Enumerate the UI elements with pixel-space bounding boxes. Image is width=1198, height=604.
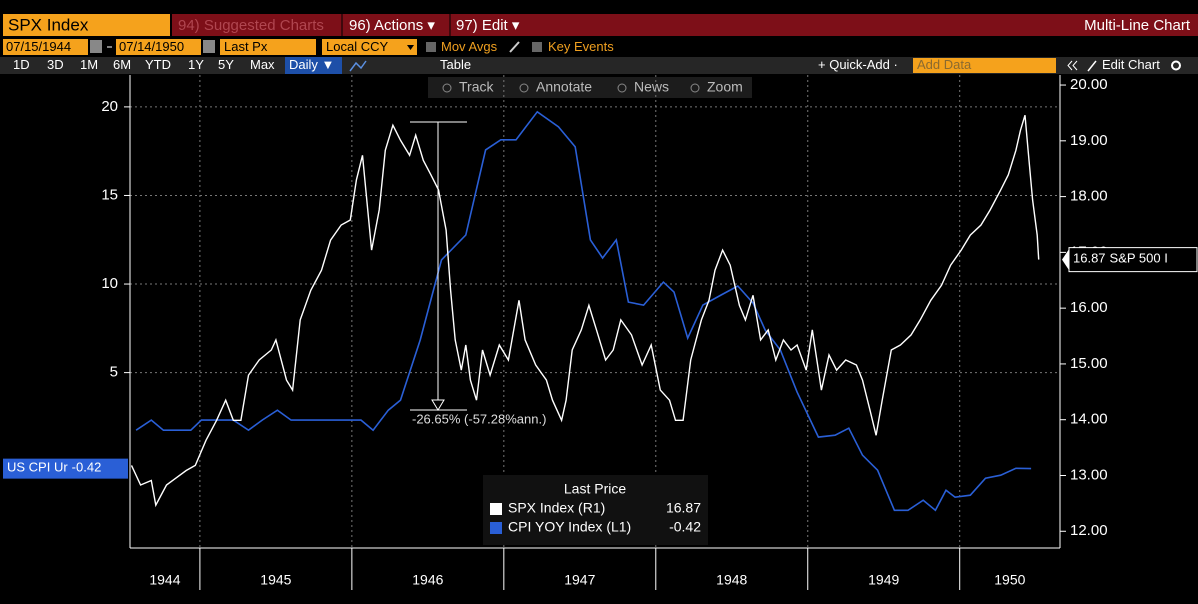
range-button[interactable]: 5Y <box>218 57 234 72</box>
legend-label: SPX Index (R1) <box>508 500 605 516</box>
y-tick-label: 15 <box>101 186 118 203</box>
collapse-icon[interactable] <box>1067 60 1078 71</box>
y2-tick-label: 20.00 <box>1070 76 1108 93</box>
legend-label: CPI YOY Index (L1) <box>508 519 631 535</box>
add-data-box[interactable] <box>913 58 1056 73</box>
currency[interactable]: Local CCY <box>326 39 388 54</box>
frequency[interactable]: Daily ▼ <box>289 57 334 72</box>
calendar-icon[interactable] <box>203 40 215 53</box>
pencil-icon[interactable] <box>1087 60 1097 72</box>
x-tick-label: 1946 <box>412 572 443 588</box>
tool-button[interactable]: Annotate <box>536 79 592 95</box>
y2-tick-label: 13.00 <box>1070 466 1108 483</box>
x-tick-label: 1949 <box>868 572 899 588</box>
plot: 510152012.0013.0014.0015.0016.0017.0018.… <box>101 75 1108 590</box>
y2-tick-label: 16.00 <box>1070 299 1108 316</box>
end-label: US CPI Ur -0.42 <box>7 460 101 475</box>
tool-icon[interactable] <box>519 83 529 93</box>
tool-button[interactable]: News <box>634 79 669 95</box>
field[interactable]: Last Px <box>224 39 268 54</box>
frequency-box[interactable] <box>285 57 342 74</box>
legend-box <box>483 475 708 545</box>
add-data[interactable]: Add Data <box>917 57 972 72</box>
currency-box[interactable] <box>322 39 417 55</box>
y2-tick-label: 15.00 <box>1070 355 1108 372</box>
ticker[interactable]: SPX Index <box>8 15 89 34</box>
end-label-value: 16.87 <box>1073 251 1106 266</box>
end-label-box <box>1068 247 1198 273</box>
dropdown-arrow[interactable] <box>407 45 414 50</box>
quick-add[interactable]: + Quick-Add · <box>818 57 898 72</box>
chart-tools <box>428 77 752 98</box>
table-button[interactable]: Table <box>440 57 471 72</box>
x-tick-label: 1945 <box>260 572 291 588</box>
menu-bar <box>172 14 1198 36</box>
key-events[interactable]: Key Events <box>548 39 614 54</box>
end-label-value: -0.42 <box>72 460 102 475</box>
end-label-box <box>3 458 128 479</box>
start-date[interactable]: 07/15/1944 <box>6 39 71 54</box>
range-buttons: 1D 3D 1M 6M YTD 1Y 5Y Max <box>13 57 275 72</box>
end-date-box[interactable] <box>116 39 201 55</box>
legend-value: 16.87 <box>666 500 701 516</box>
range-button[interactable]: Max <box>250 57 275 72</box>
tool-icon[interactable] <box>617 83 627 93</box>
x-tick-label: 1948 <box>716 572 747 588</box>
legend-swatch <box>490 503 502 515</box>
series-line <box>135 110 1032 512</box>
y-tick-label: 10 <box>101 275 118 292</box>
range-button[interactable]: 1M <box>80 57 98 72</box>
y2-tick-label: 12.00 <box>1070 522 1108 539</box>
calendar-icon[interactable] <box>90 40 102 53</box>
edit-menu[interactable]: 97) Edit ▾ <box>456 17 520 34</box>
legend-swatch <box>490 522 502 534</box>
checkbox[interactable] <box>426 42 436 52</box>
end-label-name: S&P 500 I <box>1110 251 1168 266</box>
x-tick-label: 1950 <box>994 572 1025 588</box>
range-button[interactable]: 1D <box>13 57 30 72</box>
range-button[interactable]: 3D <box>47 57 64 72</box>
annotation-arrow <box>431 399 445 411</box>
mov-avgs[interactable]: Mov Avgs <box>441 39 498 54</box>
annotation-text: -26.65% (-57.28%ann.) <box>412 411 546 426</box>
ticker-box[interactable] <box>3 14 170 36</box>
actions-menu[interactable]: 96) Actions ▾ <box>349 17 435 34</box>
tool-button[interactable]: Track <box>459 79 494 95</box>
tool-buttons: Track Annotate News Zoom <box>442 79 743 95</box>
end-date[interactable]: 07/14/1950 <box>119 39 184 54</box>
settings-icon[interactable] <box>1171 60 1181 71</box>
edit-chart[interactable]: Edit Chart <box>1102 57 1160 72</box>
suggested-charts[interactable]: 94) Suggested Charts <box>178 17 324 34</box>
end-label-name: US CPI Ur <box>7 460 68 475</box>
y2-tick-label: 14.00 <box>1070 411 1108 428</box>
y2-tick-label: 19.00 <box>1070 132 1108 149</box>
range-button[interactable]: YTD <box>145 57 171 72</box>
end-label: 16.87 S&P 500 I <box>1073 251 1168 266</box>
tool-button[interactable]: Zoom <box>707 79 743 95</box>
pencil-icon[interactable] <box>509 41 520 53</box>
drawdown-annotation: -26.65% (-57.28%ann.) <box>410 121 546 426</box>
series-line <box>130 114 1040 508</box>
y-tick-label: 20 <box>101 98 118 115</box>
tool-icon[interactable] <box>442 83 452 93</box>
chart-kind: Multi-Line Chart <box>1084 17 1191 34</box>
range-button[interactable]: 1Y <box>188 57 204 72</box>
line-icon[interactable] <box>349 60 367 72</box>
x-tick-label: 1944 <box>149 572 180 588</box>
end-label-pointer <box>1062 247 1070 272</box>
checkbox[interactable] <box>532 42 542 52</box>
range-button[interactable]: 6M <box>113 57 131 72</box>
legend-value: -0.42 <box>669 519 701 535</box>
tool-icon[interactable] <box>690 83 700 93</box>
start-date-box[interactable] <box>3 39 88 55</box>
x-tick-label: 1947 <box>564 572 595 588</box>
y-tick-label: 5 <box>110 364 118 381</box>
y2-tick-label: 18.00 <box>1070 188 1108 205</box>
field-box[interactable] <box>220 39 316 55</box>
legend-title: Last Price <box>564 481 626 497</box>
